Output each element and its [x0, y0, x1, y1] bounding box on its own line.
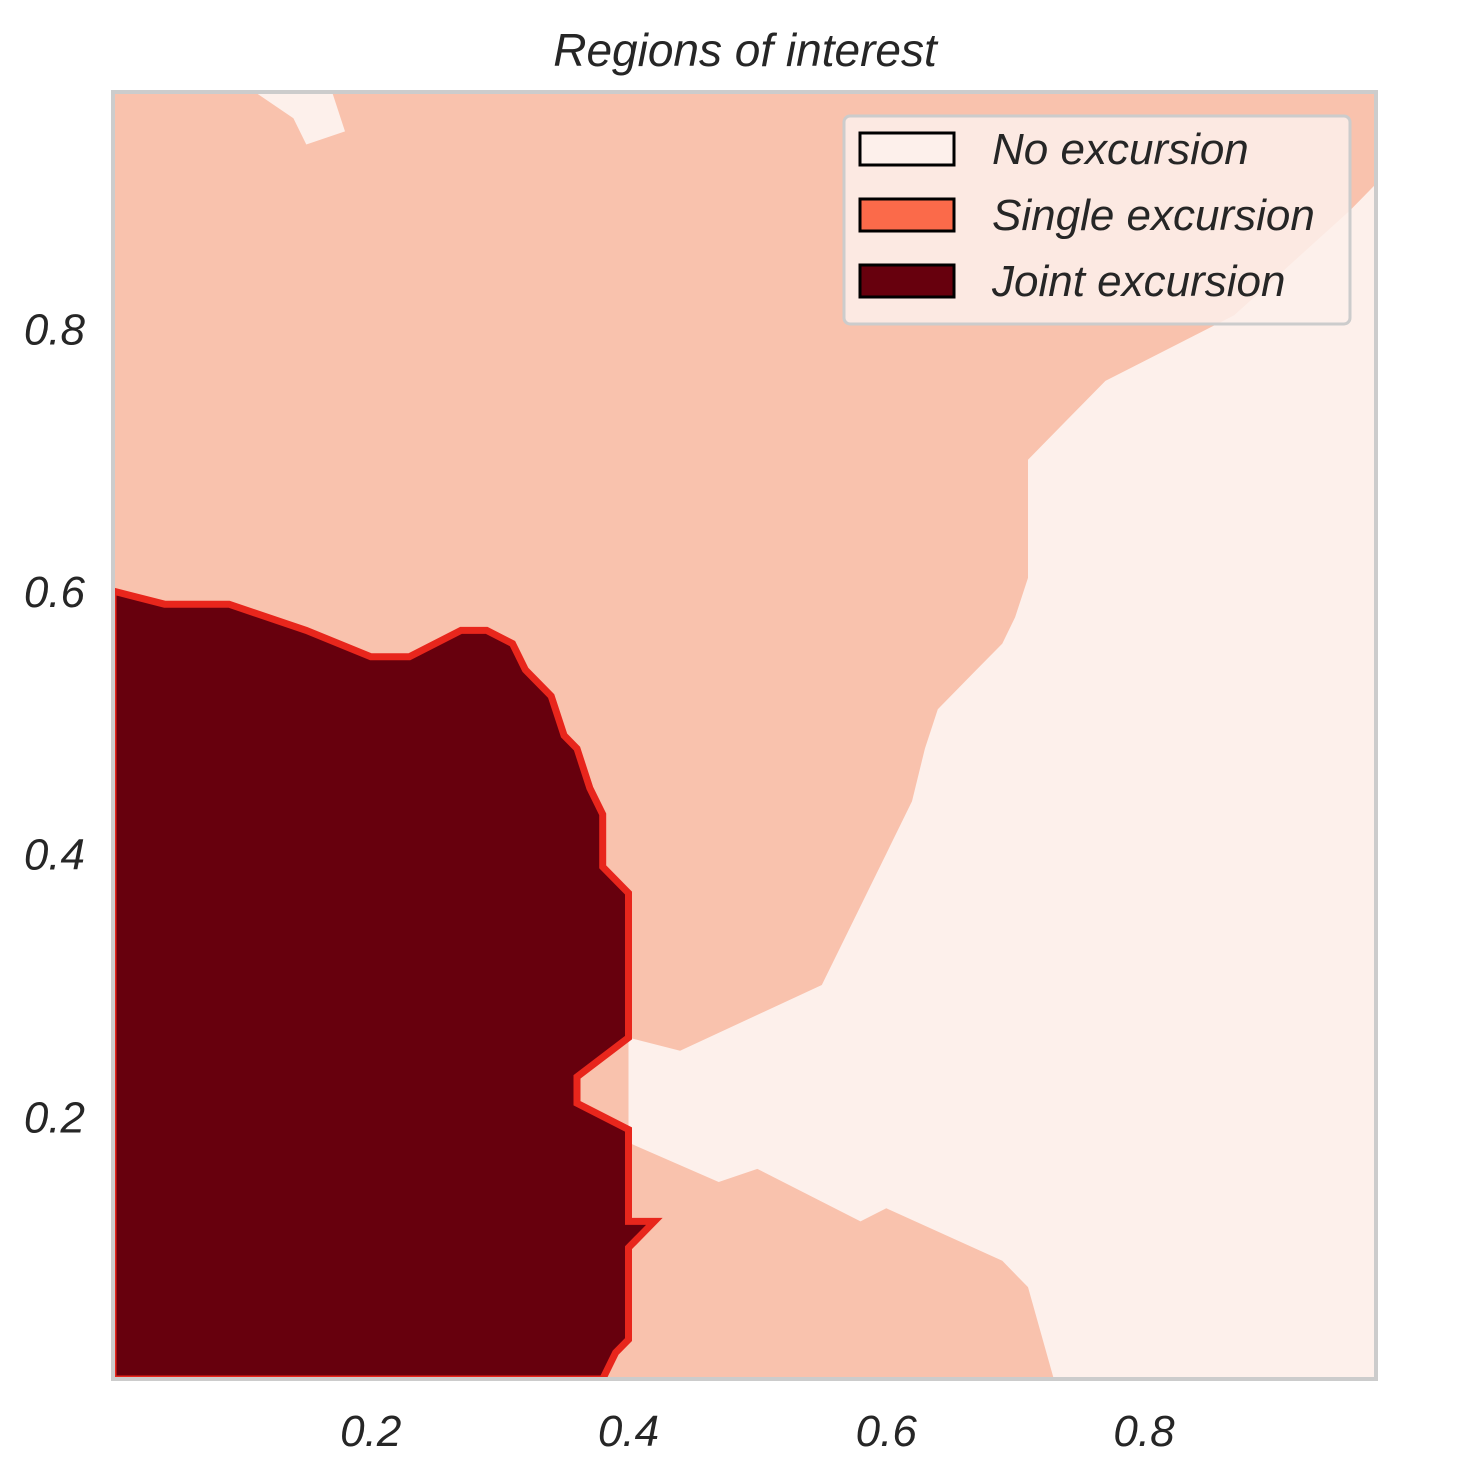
x-tick-label: 0.2	[340, 1407, 401, 1456]
no-excursion-region	[628, 183, 1376, 1379]
legend-label: Joint excursion	[991, 257, 1285, 306]
y-axis-ticks: 0.2 0.4 0.6 0.8	[24, 305, 86, 1142]
x-tick-label: 0.8	[1113, 1407, 1175, 1456]
y-tick-label: 0.4	[24, 831, 85, 880]
legend-swatch	[858, 197, 956, 233]
plot-frame	[111, 90, 1378, 1381]
chart-title: Regions of interest	[553, 24, 939, 76]
x-tick-label: 0.4	[598, 1407, 659, 1456]
y-tick-label: 0.6	[24, 568, 86, 617]
y-tick-label: 0.8	[24, 305, 86, 354]
legend-swatch	[858, 263, 956, 299]
legend-label: Single excursion	[992, 191, 1315, 240]
no-excursion-region-small	[254, 92, 345, 145]
y-tick-label: 0.2	[24, 1093, 85, 1142]
x-axis-ticks: 0.2 0.4 0.6 0.8	[340, 1407, 1175, 1456]
legend: No excursion Single excursion Joint excurs…	[842, 114, 1352, 326]
legend-box	[842, 114, 1352, 326]
legend-label: No excursion	[992, 125, 1249, 174]
legend-swatch	[858, 131, 956, 167]
joint-excursion-region	[113, 587, 663, 1379]
x-tick-label: 0.6	[856, 1407, 918, 1456]
